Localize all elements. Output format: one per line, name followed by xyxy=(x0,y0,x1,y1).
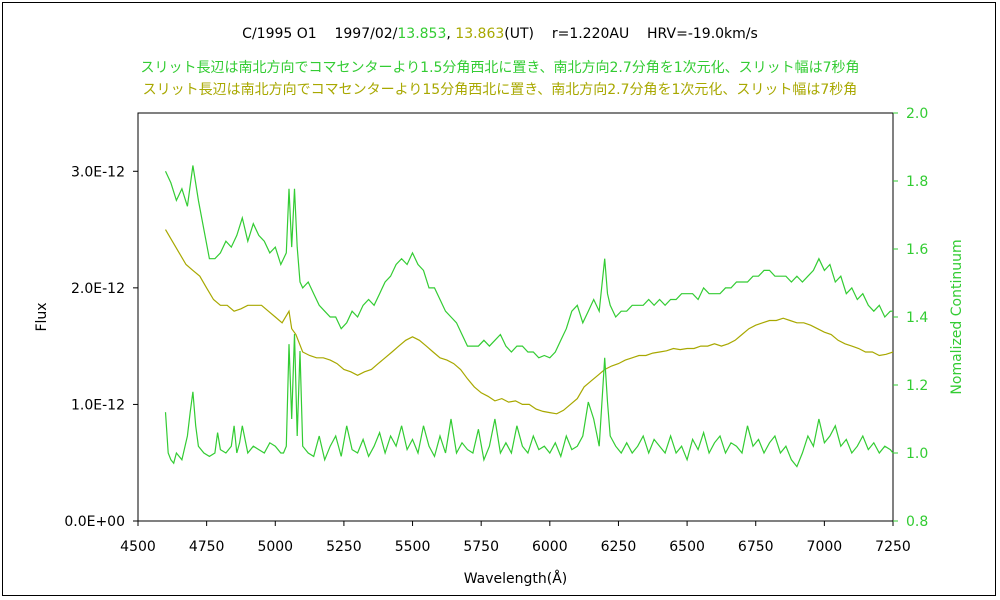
x-tick-label: 5750 xyxy=(463,539,499,555)
y2-axis-label: Nomalized Continuum xyxy=(949,239,965,394)
y-axis-label: Flux xyxy=(34,302,50,331)
x-tick-label: 5250 xyxy=(326,539,362,555)
title-r: r=1.220AU xyxy=(551,26,630,42)
title-hrv: HRV=-19.0km/s xyxy=(647,26,758,42)
y2-tick-label: 1.2 xyxy=(906,378,928,394)
x-tick-label: 4500 xyxy=(120,539,156,555)
x-tick-label: 5000 xyxy=(257,539,293,555)
y-tick-label: 3.0E-12 xyxy=(71,164,125,180)
y2-tick-label: 1.0 xyxy=(906,446,928,462)
title-object: C/1995 O1 xyxy=(242,26,317,42)
x-tick-label: 4750 xyxy=(189,539,225,555)
x-tick-label: 7000 xyxy=(807,539,843,555)
subtitle-1: スリット長辺は南北方向でコマセンターより1.5分角西北に置き、南北方向2.7分角… xyxy=(140,60,860,76)
title-date-prefix: 1997/02/ xyxy=(334,26,398,42)
title-date-b: 13.863 xyxy=(455,26,505,42)
y2-tick-label: 1.8 xyxy=(906,174,928,190)
y2-tick-label: 1.6 xyxy=(906,242,928,258)
series-line-1 xyxy=(164,165,893,359)
x-tick-label: 6500 xyxy=(669,539,705,555)
title-date-a: 13.853 xyxy=(397,26,447,42)
plot-area xyxy=(137,112,894,522)
y-tick-label: 2.0E-12 xyxy=(71,281,125,297)
series-line-2 xyxy=(164,229,894,415)
x-tick-label: 6250 xyxy=(601,539,637,555)
y2-tick-label: 0.8 xyxy=(906,514,928,530)
x-axis-label: Wavelength(Å) xyxy=(464,570,568,587)
y2-tick-label: 1.4 xyxy=(906,310,928,326)
x-tick-label: 6000 xyxy=(532,539,568,555)
x-tick-label: 6750 xyxy=(738,539,774,555)
title-date-sep: , xyxy=(446,26,456,42)
title-date-suffix: (UT) xyxy=(504,26,535,42)
y2-tick-label: 2.0 xyxy=(906,106,928,122)
chart-title: C/1995 O1 1997/02/13.853, 13.863(UT) r=1… xyxy=(0,26,1000,42)
y-tick-label: 0.0E+00 xyxy=(64,514,125,530)
subtitle-2: スリット長辺は南北方向でコマセンターより15分角西北に置き、南北方向2.7分角を… xyxy=(142,82,858,98)
x-tick-label: 5500 xyxy=(395,539,431,555)
series-line-3 xyxy=(164,333,894,468)
y-tick-label: 1.0E-12 xyxy=(71,397,125,413)
x-tick-label: 7250 xyxy=(875,539,911,555)
